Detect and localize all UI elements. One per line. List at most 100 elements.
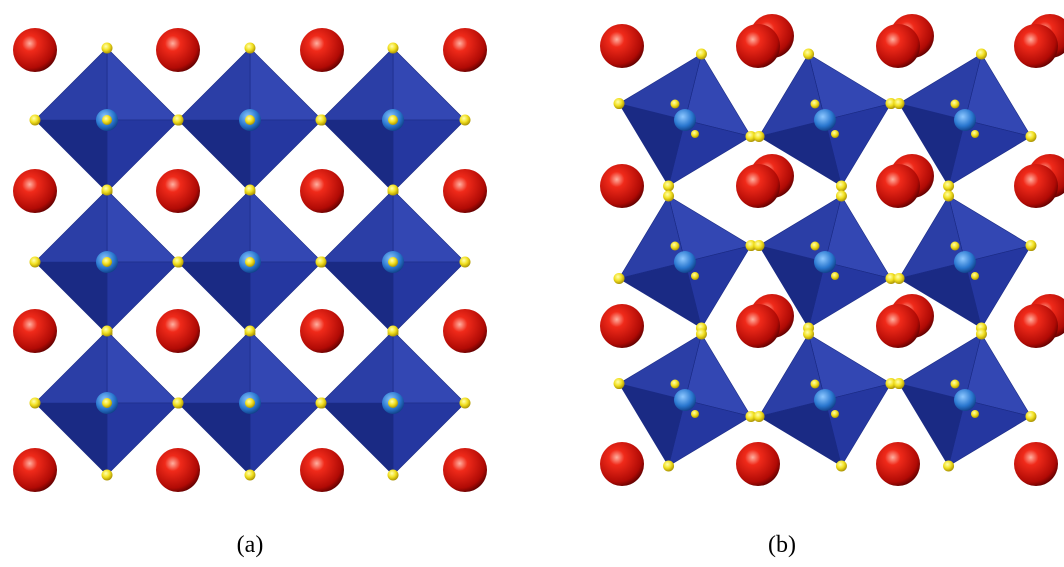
oxygen-atom [388, 398, 398, 408]
oxygen-atom [803, 48, 815, 60]
oxygen-atom [835, 460, 847, 472]
oxygen-atom [388, 115, 398, 125]
oxygen-atom [245, 257, 255, 267]
b-site-atom [954, 109, 976, 131]
octahedron-face [618, 195, 686, 279]
a-site-atom [600, 304, 644, 348]
octahedron-face [177, 47, 251, 121]
oxygen-atom [810, 379, 820, 389]
oxygen-atom [831, 130, 839, 138]
oxygen-atom [663, 180, 675, 192]
oxygen-atom [950, 99, 960, 109]
oxygen-atom [315, 256, 327, 268]
oxygen-atom [387, 42, 399, 54]
oxygen-atom [387, 325, 399, 337]
oxygen-atom [613, 98, 625, 110]
oxygen-atom [459, 397, 471, 409]
oxygen-atom [172, 114, 184, 126]
oxygen-atom [101, 42, 113, 54]
oxygen-atom [387, 469, 399, 481]
oxygen-atom [745, 240, 757, 252]
oxygen-atom [831, 410, 839, 418]
a-site-atom [156, 448, 200, 492]
oxygen-atom [975, 48, 987, 60]
oxygen-atom [753, 410, 765, 422]
a-site-atom [443, 169, 487, 213]
oxygen-atom [244, 325, 256, 337]
oxygen-atom [102, 398, 112, 408]
oxygen-atom [885, 98, 897, 110]
oxygen-atom [885, 272, 897, 284]
b-site-atom [814, 251, 836, 273]
a-site-atom [876, 164, 920, 208]
a-site-atom [876, 442, 920, 486]
oxygen-atom [245, 398, 255, 408]
octahedron-face [320, 47, 394, 121]
a-site-atom [600, 442, 644, 486]
oxygen-atom [943, 460, 955, 472]
a-site-atom [600, 164, 644, 208]
oxygen-atom [388, 257, 398, 267]
a-site-atom [13, 448, 57, 492]
oxygen-atom [893, 378, 905, 390]
b-site-atom [954, 389, 976, 411]
oxygen-atom [459, 256, 471, 268]
oxygen-atom [691, 272, 699, 280]
oxygen-atom [885, 378, 897, 390]
a-site-atom [1014, 24, 1058, 68]
oxygen-atom [803, 328, 815, 340]
oxygen-atom [893, 272, 905, 284]
a-site-atom [13, 309, 57, 353]
oxygen-atom [695, 48, 707, 60]
oxygen-atom [613, 378, 625, 390]
oxygen-atom [244, 469, 256, 481]
panel-label: (b) [768, 532, 796, 558]
a-site-atom [1014, 164, 1058, 208]
oxygen-atom [172, 397, 184, 409]
oxygen-atom [975, 328, 987, 340]
oxygen-atom [387, 184, 399, 196]
a-site-atom [1014, 304, 1058, 348]
octahedron-face [758, 53, 826, 137]
b-site-atom [814, 109, 836, 131]
octahedron-face [34, 189, 108, 263]
oxygen-atom [753, 130, 765, 142]
oxygen-atom [29, 397, 41, 409]
oxygen-atom [101, 184, 113, 196]
a-site-atom [300, 28, 344, 72]
oxygen-atom [1025, 410, 1037, 422]
octahedron-face [898, 53, 982, 121]
b-site-atom [674, 109, 696, 131]
octahedron-face [177, 189, 251, 263]
a-site-atom [156, 309, 200, 353]
a-site-atom [876, 304, 920, 348]
oxygen-atom [835, 180, 847, 192]
octahedron-face [34, 330, 108, 404]
oxygen-atom [613, 272, 625, 284]
oxygen-atom [831, 272, 839, 280]
oxygen-atom [835, 190, 847, 202]
b-site-atom [814, 389, 836, 411]
a-site-atom [443, 448, 487, 492]
a-site-atom [300, 309, 344, 353]
oxygen-atom [245, 115, 255, 125]
oxygen-atom [663, 460, 675, 472]
oxygen-atom [459, 114, 471, 126]
octahedron-face [34, 47, 108, 121]
oxygen-atom [670, 99, 680, 109]
oxygen-atom [29, 114, 41, 126]
oxygen-atom [315, 114, 327, 126]
panel-label: (a) [237, 532, 264, 558]
oxygen-atom [810, 99, 820, 109]
a-site-atom [1014, 442, 1058, 486]
oxygen-atom [893, 98, 905, 110]
oxygen-atom [244, 184, 256, 196]
a-site-atom [300, 448, 344, 492]
a-site-atom [600, 24, 644, 68]
oxygen-atom [670, 241, 680, 251]
octahedron-face [898, 195, 966, 279]
a-site-atom [443, 28, 487, 72]
oxygen-atom [971, 410, 979, 418]
oxygen-atom [971, 272, 979, 280]
